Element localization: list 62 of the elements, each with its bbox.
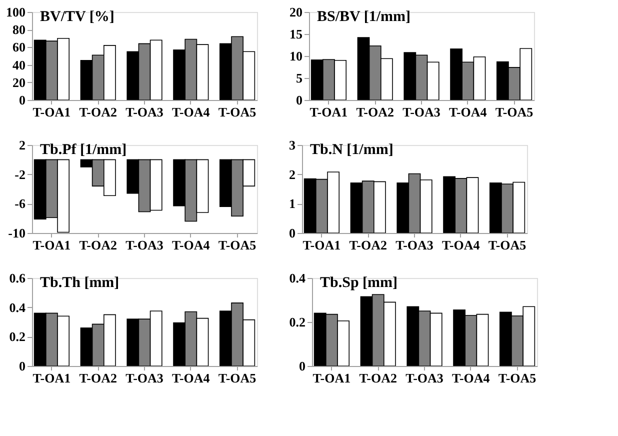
x-tick-label: T-OA3 bbox=[126, 104, 164, 120]
x-tick-label: T-OA4 bbox=[172, 104, 210, 120]
chart-title: Tb.N [1/mm] bbox=[310, 142, 394, 158]
y-tick-label: 0 bbox=[296, 92, 302, 108]
x-tick-label: T-OA1 bbox=[302, 238, 341, 252]
x-tick-label: T-OA5 bbox=[495, 104, 534, 120]
y-tick-label: 60 bbox=[12, 40, 26, 55]
x-tick-label: T-OA3 bbox=[402, 104, 441, 120]
y-tick-label: 0.2 bbox=[289, 314, 306, 330]
x-tick-label: T-OA4 bbox=[172, 370, 210, 386]
y-tick-label: 0.2 bbox=[9, 329, 26, 344]
x-tick-label: T-OA4 bbox=[452, 370, 490, 386]
x-tick-label: T-OA3 bbox=[126, 370, 164, 386]
y-tick-label: 2 bbox=[19, 138, 26, 152]
x-tick-label: T-OA1 bbox=[310, 104, 348, 120]
y-tick-label: 0.4 bbox=[289, 270, 306, 286]
chart-title: Tb.Sp [mm] bbox=[320, 275, 398, 291]
y-tick-label: 0.6 bbox=[9, 270, 26, 286]
y-tick-label: 15 bbox=[290, 26, 303, 42]
x-tick-label: T-OA2 bbox=[79, 238, 118, 252]
x-tick-label: T-OA2 bbox=[79, 370, 118, 386]
y-tick-label: 5 bbox=[296, 70, 303, 86]
y-tick-label: 0 bbox=[19, 92, 26, 108]
x-tick-label: T-OA2 bbox=[79, 104, 118, 120]
x-tick-label: T-OA4 bbox=[442, 238, 480, 252]
y-tick-label: 2 bbox=[289, 166, 296, 182]
x-tick-label: T-OA5 bbox=[218, 370, 257, 386]
x-tick-label: T-OA2 bbox=[356, 104, 394, 120]
x-tick-label: T-OA1 bbox=[32, 370, 71, 386]
x-tick-label: T-OA2 bbox=[359, 370, 398, 386]
y-tick-label: -10 bbox=[8, 226, 26, 240]
x-tick-label: T-OA1 bbox=[32, 238, 71, 252]
x-tick-label: T-OA5 bbox=[498, 370, 537, 386]
x-tick-label: T-OA4 bbox=[448, 104, 488, 120]
y-tick-label: -2 bbox=[14, 166, 26, 182]
y-tick-label: 3 bbox=[289, 138, 296, 152]
x-tick-label: T-OA3 bbox=[396, 238, 434, 252]
x-tick-label: T-OA5 bbox=[488, 238, 527, 252]
x-tick-label: T-OA1 bbox=[32, 104, 71, 120]
y-tick-label: -6 bbox=[14, 196, 26, 212]
y-tick-label: 100 bbox=[6, 4, 26, 20]
chart-title: Tb.Pf [1/mm] bbox=[40, 142, 127, 158]
y-tick-label: 0 bbox=[289, 226, 296, 240]
y-tick-label: 0.4 bbox=[9, 300, 26, 315]
x-tick-label: T-OA3 bbox=[406, 370, 444, 386]
x-tick-label: T-OA1 bbox=[312, 370, 351, 386]
chart-title: BV/TV [%] bbox=[40, 9, 114, 25]
x-tick-label: T-OA3 bbox=[126, 238, 164, 252]
y-tick-label: 10 bbox=[290, 48, 302, 64]
y-tick-label: 20 bbox=[12, 74, 26, 90]
x-tick-label: T-OA4 bbox=[172, 238, 210, 252]
x-tick-label: T-OA5 bbox=[218, 104, 257, 120]
y-tick-label: 0 bbox=[299, 358, 306, 374]
y-tick-label: 0 bbox=[19, 358, 26, 374]
chart-title: BS/BV [1/mm] bbox=[317, 9, 410, 25]
y-tick-label: 40 bbox=[12, 57, 26, 72]
y-tick-label: 80 bbox=[12, 22, 26, 38]
y-tick-label: 20 bbox=[290, 4, 302, 20]
x-tick-label: T-OA5 bbox=[218, 238, 257, 252]
chart-title: Tb.Th [mm] bbox=[40, 275, 120, 291]
x-tick-label: T-OA2 bbox=[349, 238, 388, 252]
y-tick-label: 1 bbox=[289, 196, 296, 212]
